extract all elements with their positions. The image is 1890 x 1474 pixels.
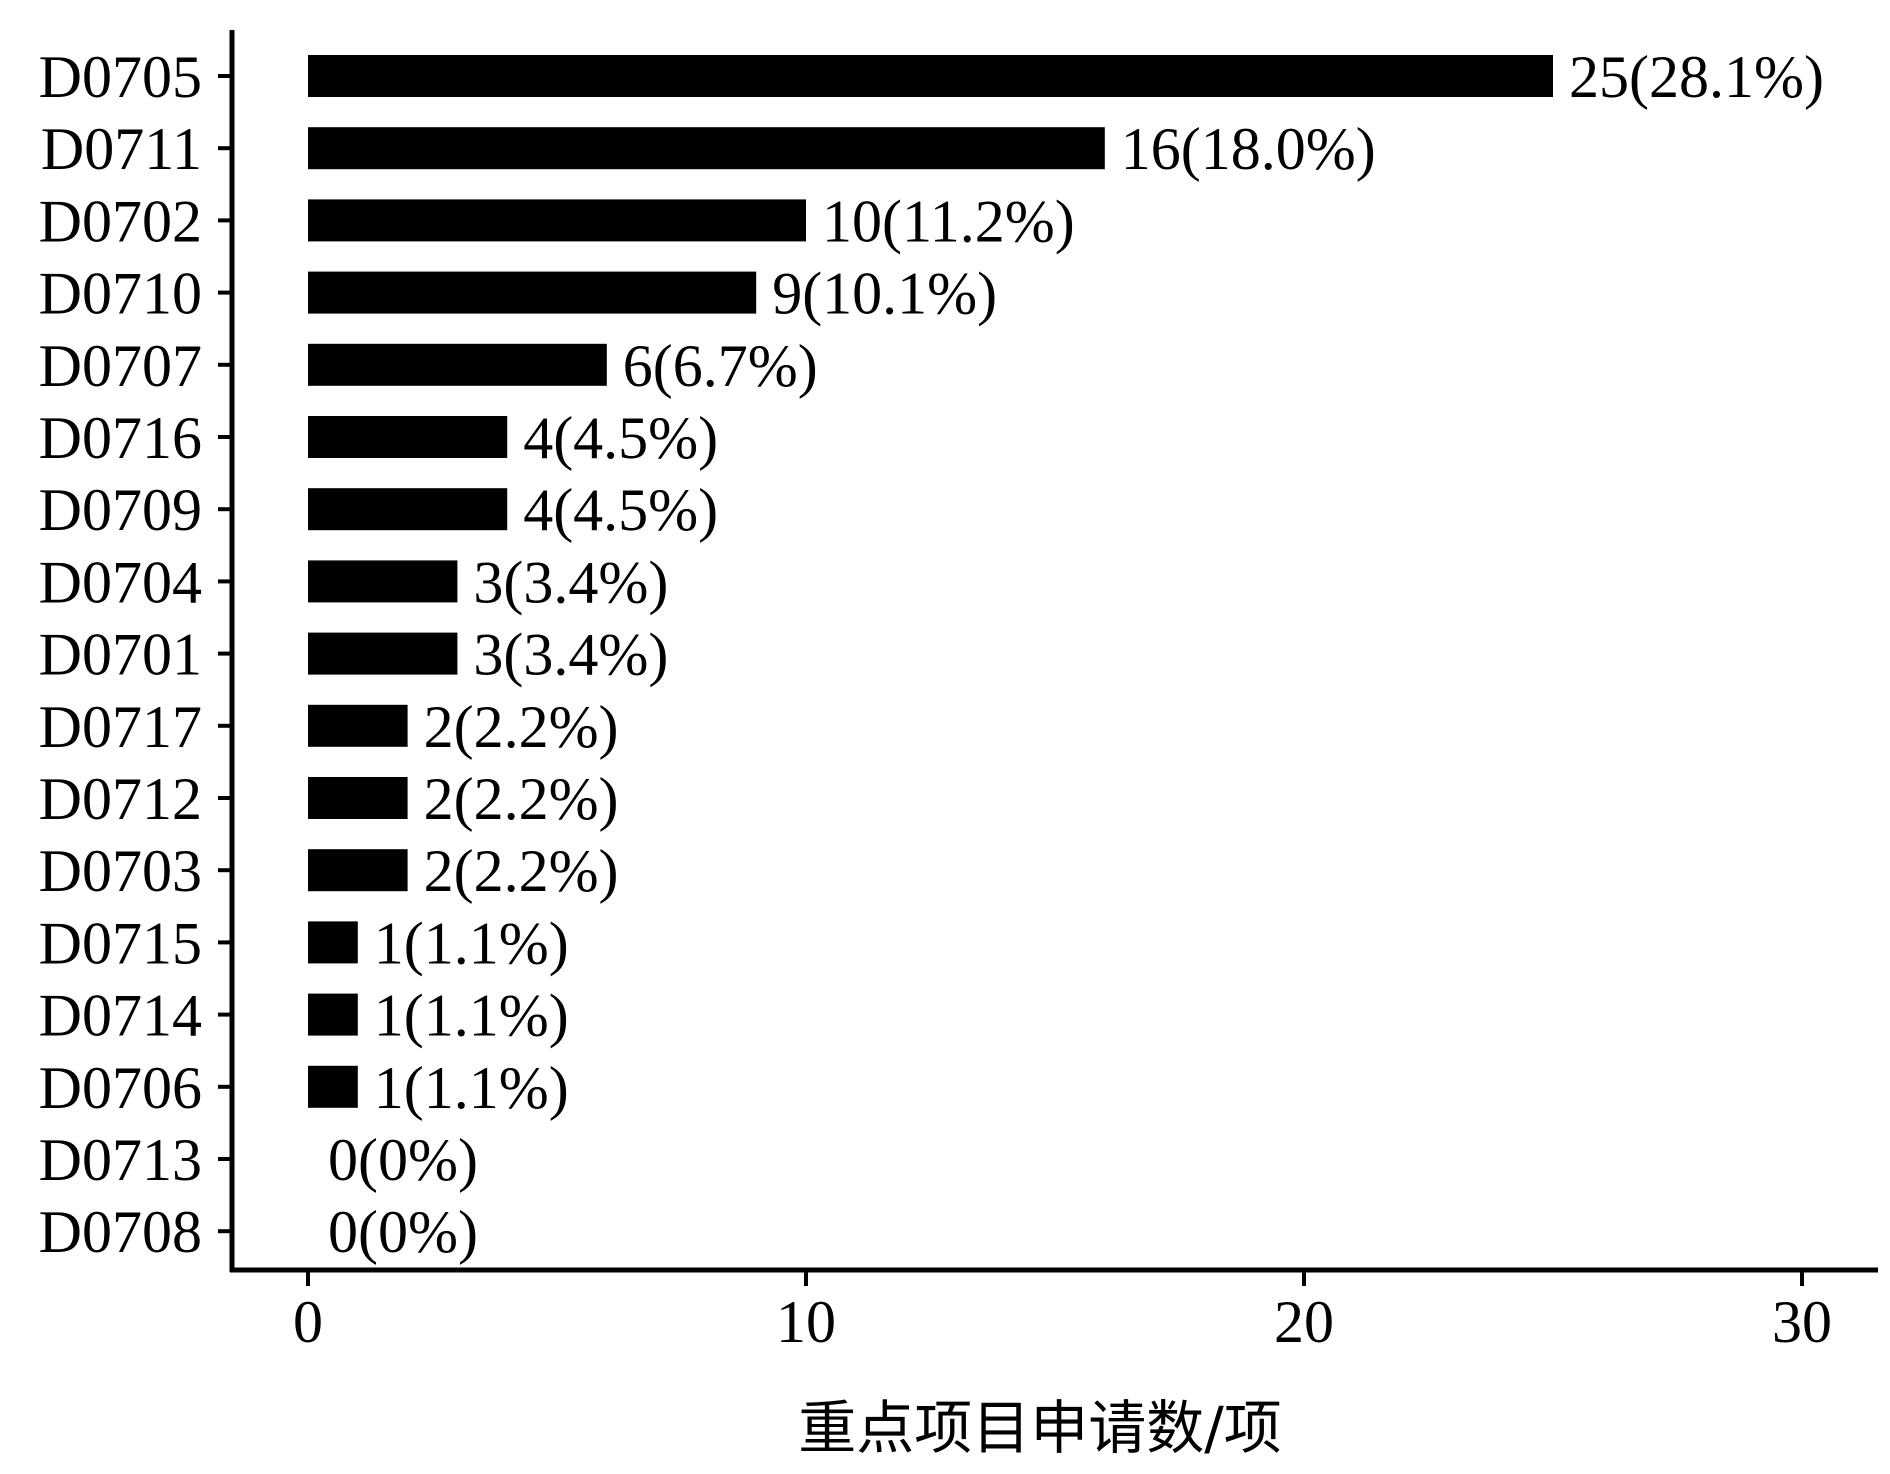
- bar: [308, 632, 458, 675]
- category-label: D0707: [39, 333, 202, 399]
- data-label: 9(10.1%): [772, 261, 997, 327]
- data-label: 0(0%): [328, 1199, 478, 1265]
- data-label: 16(18.0%): [1121, 116, 1376, 182]
- data-label: 4(4.5%): [523, 405, 718, 471]
- category-label: D0703: [39, 838, 202, 904]
- category-label: D0713: [39, 1127, 202, 1193]
- bar: [308, 777, 408, 819]
- category-label: D0716: [39, 405, 202, 471]
- x-tick-label: 20: [1274, 1289, 1334, 1355]
- category-label: D0701: [39, 622, 202, 688]
- data-label: 2(2.2%): [424, 694, 619, 760]
- bars-group: 25(28.1%) 16(18.0%) 10(11.2%) 9(10.1%)6(6.7…: [308, 44, 1824, 1265]
- category-label: D0712: [39, 766, 202, 832]
- bar: [308, 993, 358, 1036]
- bar: [308, 416, 508, 458]
- category-label: D0706: [39, 1055, 202, 1121]
- data-label: 6(6.7%): [623, 333, 818, 399]
- category-label: D0704: [39, 549, 202, 615]
- category-label: D0710: [39, 261, 202, 327]
- bar: [308, 199, 806, 242]
- data-label: 2(2.2%): [424, 838, 619, 904]
- value-axis: 0 10 20 30: [230, 1267, 1878, 1355]
- data-label: 4(4.5%): [523, 477, 718, 543]
- bar: [308, 488, 508, 531]
- data-label: 25(28.1%): [1569, 44, 1824, 110]
- data-label: 10(11.2%): [822, 188, 1075, 254]
- data-label: 3(3.4%): [473, 549, 668, 615]
- x-tick-label: 0: [293, 1289, 323, 1355]
- category-label: D0705: [39, 44, 202, 110]
- data-label: 0(0%): [328, 1127, 478, 1193]
- category-label: D0715: [39, 910, 202, 976]
- category-label: D0702: [39, 188, 202, 254]
- data-label: 1(1.1%): [374, 983, 569, 1049]
- bar: [308, 849, 408, 892]
- bar: [308, 271, 757, 314]
- bar: [308, 343, 607, 386]
- bar: [308, 1065, 358, 1108]
- category-label: D0711: [41, 116, 202, 182]
- category-label: D0714: [39, 983, 202, 1049]
- bar: [308, 704, 408, 747]
- data-label: 3(3.4%): [473, 622, 668, 688]
- data-label: 2(2.2%): [424, 766, 619, 832]
- bar: [308, 560, 458, 603]
- x-tick-label: 30: [1772, 1289, 1832, 1355]
- bar: [308, 921, 358, 964]
- x-axis-title: 重点项目申请数/项: [798, 1394, 1282, 1462]
- bar: [308, 55, 1553, 97]
- bar: [308, 127, 1105, 170]
- category-label: D0709: [39, 477, 202, 543]
- data-label: 1(1.1%): [374, 1055, 569, 1121]
- x-tick-label: 10: [776, 1289, 836, 1355]
- category-label: D0717: [39, 694, 202, 760]
- category-label: D0708: [39, 1199, 202, 1265]
- data-label: 1(1.1%): [374, 910, 569, 976]
